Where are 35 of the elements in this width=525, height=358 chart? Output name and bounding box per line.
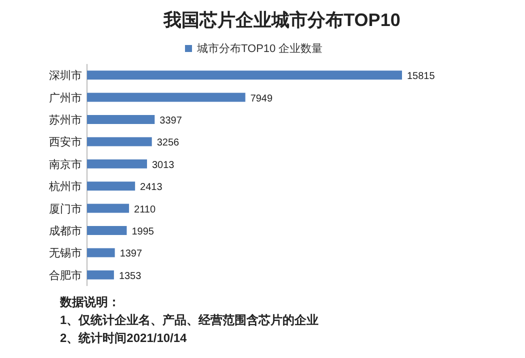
bar	[87, 270, 114, 280]
bar	[87, 92, 246, 102]
text: 1、仅统计企业名、产品、经营范围含芯片的企业	[60, 313, 319, 327]
data-label: 1397	[120, 248, 143, 260]
data-label: 1353	[118, 270, 142, 282]
bar	[87, 159, 148, 168]
bar	[87, 115, 155, 124]
data-label: 7949	[250, 93, 274, 104]
bar	[87, 182, 136, 191]
text: 2、统计时间2021/10/14	[60, 331, 188, 345]
y-tick-label: 西安市	[49, 136, 82, 149]
data-label: 2413	[140, 182, 163, 194]
y-tick-label: 厦门市	[49, 202, 82, 216]
data-label: 3397	[160, 116, 182, 126]
bar	[87, 204, 130, 213]
data-label: 3256	[156, 138, 180, 149]
bar	[87, 137, 152, 146]
y-tick-label: 无锡市	[49, 246, 82, 260]
bar	[87, 248, 115, 258]
y-tick-label: 苏州市	[49, 114, 82, 126]
y-tick-label: 杭州市	[48, 180, 82, 194]
y-tick-label: 合肥市	[49, 268, 82, 282]
bar	[87, 70, 402, 80]
text: 数据说明：	[59, 295, 120, 309]
data-label: 15815	[407, 71, 436, 82]
y-tick-label: 南京市	[49, 158, 82, 171]
y-tick-label: 广州市	[49, 91, 82, 104]
legend-label: 城市分布TOP10 企业数量	[196, 42, 323, 55]
data-label: 3013	[152, 160, 175, 171]
data-label: 1995	[132, 226, 154, 238]
y-tick-label: 深圳市	[49, 69, 82, 82]
y-tick-label: 成都市	[49, 224, 82, 238]
data-label: 2110	[134, 204, 156, 216]
bar	[87, 226, 127, 235]
chart-title: 我国芯片企业城市分布TOP10	[162, 10, 400, 30]
